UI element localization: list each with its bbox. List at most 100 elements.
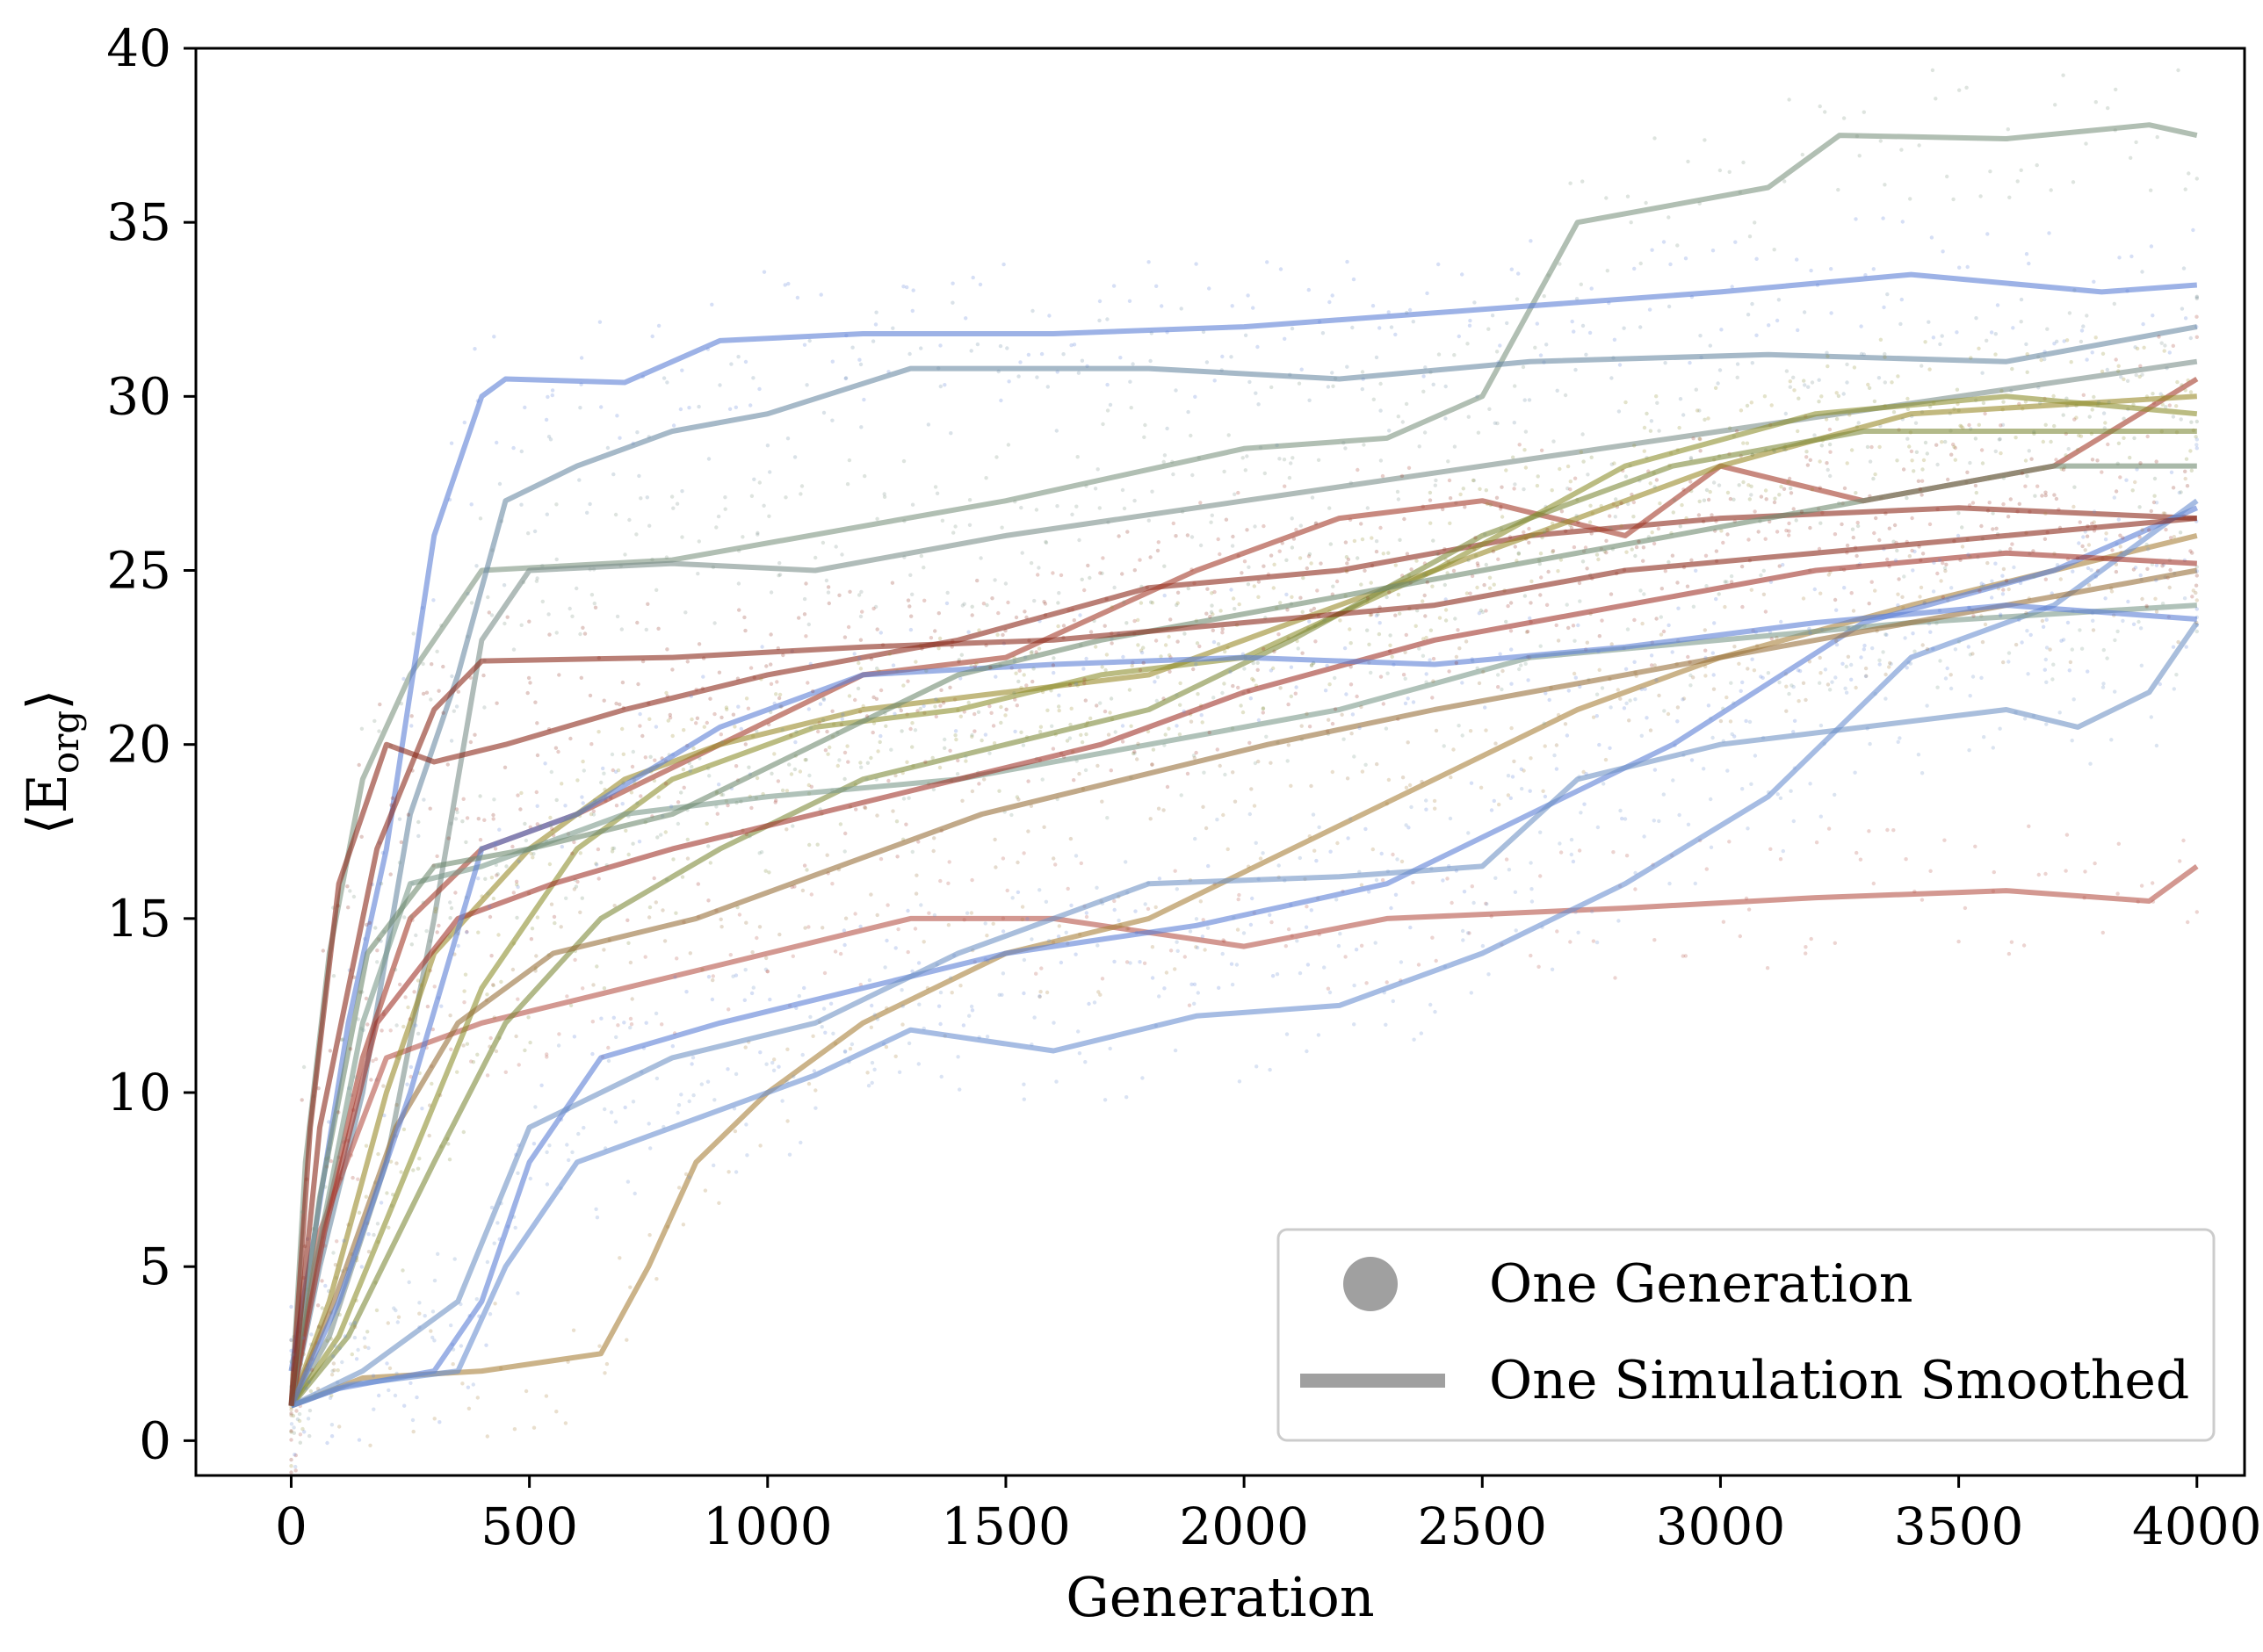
generation-point (1654, 678, 1659, 682)
generation-point (956, 1055, 960, 1059)
generation-point (757, 480, 762, 485)
generation-point (553, 920, 557, 926)
generation-point (784, 1079, 789, 1084)
generation-point (1132, 751, 1137, 755)
generation-point (1877, 537, 1882, 543)
generation-point (432, 1417, 437, 1421)
generation-point (792, 455, 798, 459)
generation-point (628, 960, 633, 965)
generation-point (366, 1345, 371, 1351)
generation-point (833, 949, 838, 954)
generation-point (1913, 421, 1919, 425)
generation-point (1905, 495, 1909, 501)
generation-point (1004, 707, 1009, 711)
generation-point (392, 1306, 396, 1310)
generation-point (1233, 799, 1238, 804)
generation-point (1843, 686, 1847, 690)
generation-point (1580, 179, 1585, 184)
generation-point (631, 1100, 636, 1104)
generation-point (2100, 369, 2105, 374)
generation-point (2181, 838, 2186, 843)
generation-point (1104, 596, 1109, 602)
generation-point (1732, 701, 1736, 705)
generation-point (1797, 396, 1801, 400)
generation-point (1098, 571, 1103, 575)
generation-point (1749, 782, 1753, 786)
generation-point (1826, 573, 1831, 577)
generation-point (1939, 579, 1943, 583)
series-12 (289, 437, 2199, 1469)
generation-point (346, 905, 351, 910)
generation-point (2053, 103, 2057, 107)
generation-point (1045, 708, 1050, 712)
generation-point (435, 854, 439, 859)
generation-point (460, 819, 465, 824)
generation-point (289, 1430, 293, 1434)
generation-point (1277, 457, 1282, 461)
generation-point (1457, 724, 1461, 728)
generation-point (631, 841, 635, 846)
generation-point (1676, 606, 1681, 610)
generation-point (1069, 903, 1074, 908)
generation-point (1868, 741, 1872, 747)
generation-point (774, 692, 778, 696)
generation-point (469, 601, 474, 605)
generation-point (1702, 767, 1706, 771)
generation-point (1338, 618, 1342, 623)
generation-point (1038, 729, 1043, 734)
generation-point (1897, 577, 1901, 581)
generation-point (648, 1146, 653, 1151)
generation-point (793, 739, 798, 745)
generation-point (1809, 268, 1813, 273)
generation-point (1290, 516, 1294, 521)
generation-point (1360, 386, 1365, 392)
generation-point (1428, 498, 1433, 502)
generation-point (1999, 388, 2004, 393)
generation-point (2186, 378, 2190, 383)
generation-point (2043, 871, 2048, 876)
generation-point (1074, 854, 1079, 858)
series-3-smoothed-line (288, 358, 2198, 1408)
generation-point (1844, 664, 1848, 669)
generation-point (1916, 753, 1921, 757)
generation-point (2138, 461, 2143, 465)
generation-point (462, 1000, 466, 1005)
generation-point (331, 974, 336, 978)
generation-point (2008, 546, 2013, 552)
generation-point (2064, 338, 2070, 343)
generation-point (1808, 525, 1812, 530)
generation-point (298, 1440, 302, 1445)
generation-point (1374, 613, 1379, 618)
generation-point (1681, 696, 1687, 701)
generation-point (736, 581, 741, 586)
generation-point (1016, 374, 1021, 379)
generation-point (1769, 403, 1774, 408)
generation-point (727, 407, 733, 411)
generation-point (1999, 612, 2003, 617)
generation-point (1840, 522, 1844, 527)
generation-point (523, 1048, 527, 1053)
generation-point (1378, 675, 1384, 679)
generation-point (922, 703, 926, 709)
generation-point (2078, 520, 2082, 524)
generation-point (1373, 941, 1377, 945)
generation-point (579, 356, 584, 360)
generation-point (1148, 555, 1153, 559)
generation-point (1671, 510, 1676, 515)
generation-point (1658, 501, 1662, 506)
x-axis-label: Generation (1066, 1565, 1374, 1629)
series-13 (290, 596, 2200, 1430)
generation-point (1140, 1076, 1145, 1080)
generation-point (1859, 655, 1863, 660)
generation-point (712, 621, 717, 625)
generation-point (1139, 584, 1144, 589)
generation-point (379, 1201, 384, 1205)
generation-point (1162, 986, 1167, 991)
generation-point (1652, 663, 1657, 667)
generation-point (970, 604, 974, 609)
generation-point (752, 477, 756, 481)
generation-point (2042, 667, 2047, 672)
generation-point (2025, 473, 2029, 479)
generation-point (900, 1004, 906, 1008)
generation-point (951, 300, 955, 305)
